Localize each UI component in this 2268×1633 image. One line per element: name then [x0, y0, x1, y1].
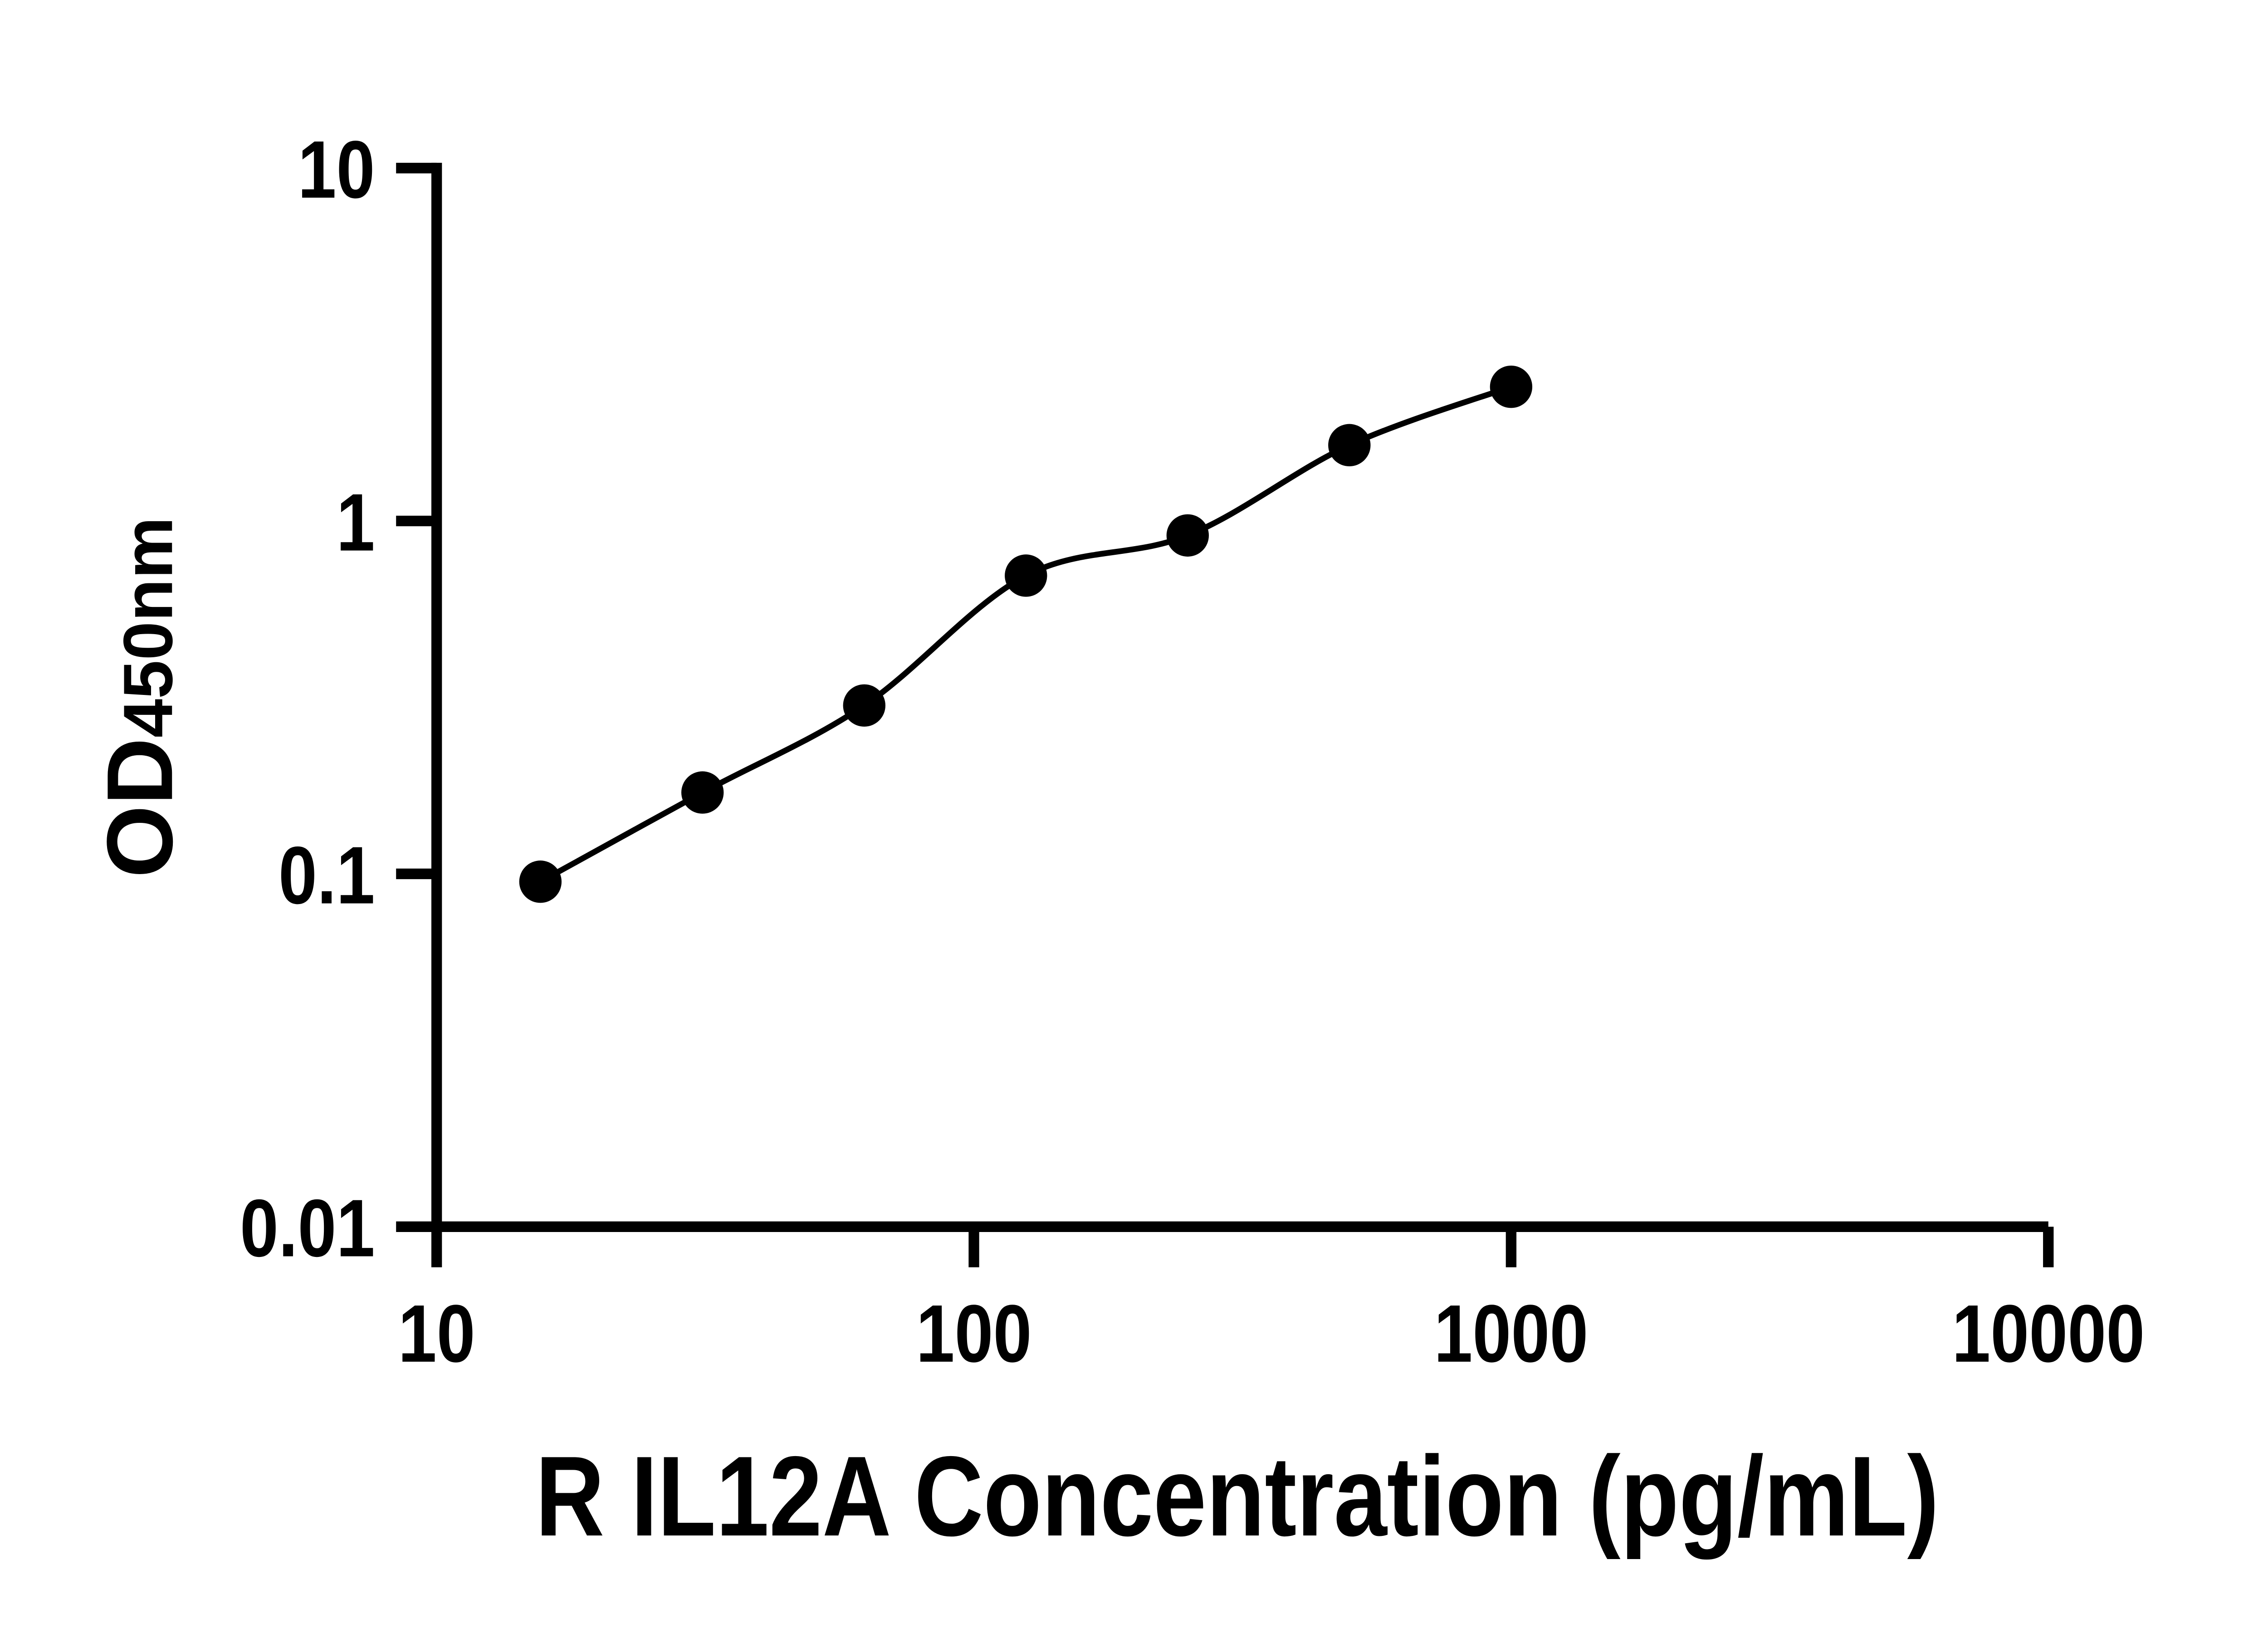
- data-point: [1166, 514, 1209, 557]
- y-tick-label: 10: [298, 124, 375, 215]
- y-tick-label: 1: [336, 477, 375, 568]
- x-tick-label: 1000: [1434, 1288, 1588, 1379]
- y-axis-title: OD450nm: [87, 517, 192, 878]
- tick-labels: 10 1 0.1 0.01 10 100 1000 10000: [240, 124, 2145, 1379]
- x-tick-label: 100: [916, 1288, 1031, 1379]
- x-tick-label: 10000: [1952, 1288, 2145, 1379]
- data-point: [1490, 366, 1533, 408]
- data-points: [519, 366, 1533, 903]
- data-point: [1005, 554, 1047, 597]
- data-point: [519, 861, 562, 903]
- y-tick-label: 0.01: [240, 1183, 375, 1274]
- x-axis-title: R IL12A Concentration (pg/mL): [535, 1433, 1939, 1560]
- data-point: [843, 684, 885, 727]
- data-point: [681, 771, 724, 814]
- tick-marks: [396, 162, 2054, 1267]
- x-tick-label: 10: [398, 1288, 475, 1379]
- chart-background: [0, 22, 2268, 1611]
- data-point: [1328, 424, 1371, 467]
- y-axis-title-main: OD: [87, 738, 192, 878]
- y-tick-label: 0.1: [279, 830, 375, 921]
- y-axis-title-subscript: 450nm: [109, 517, 187, 738]
